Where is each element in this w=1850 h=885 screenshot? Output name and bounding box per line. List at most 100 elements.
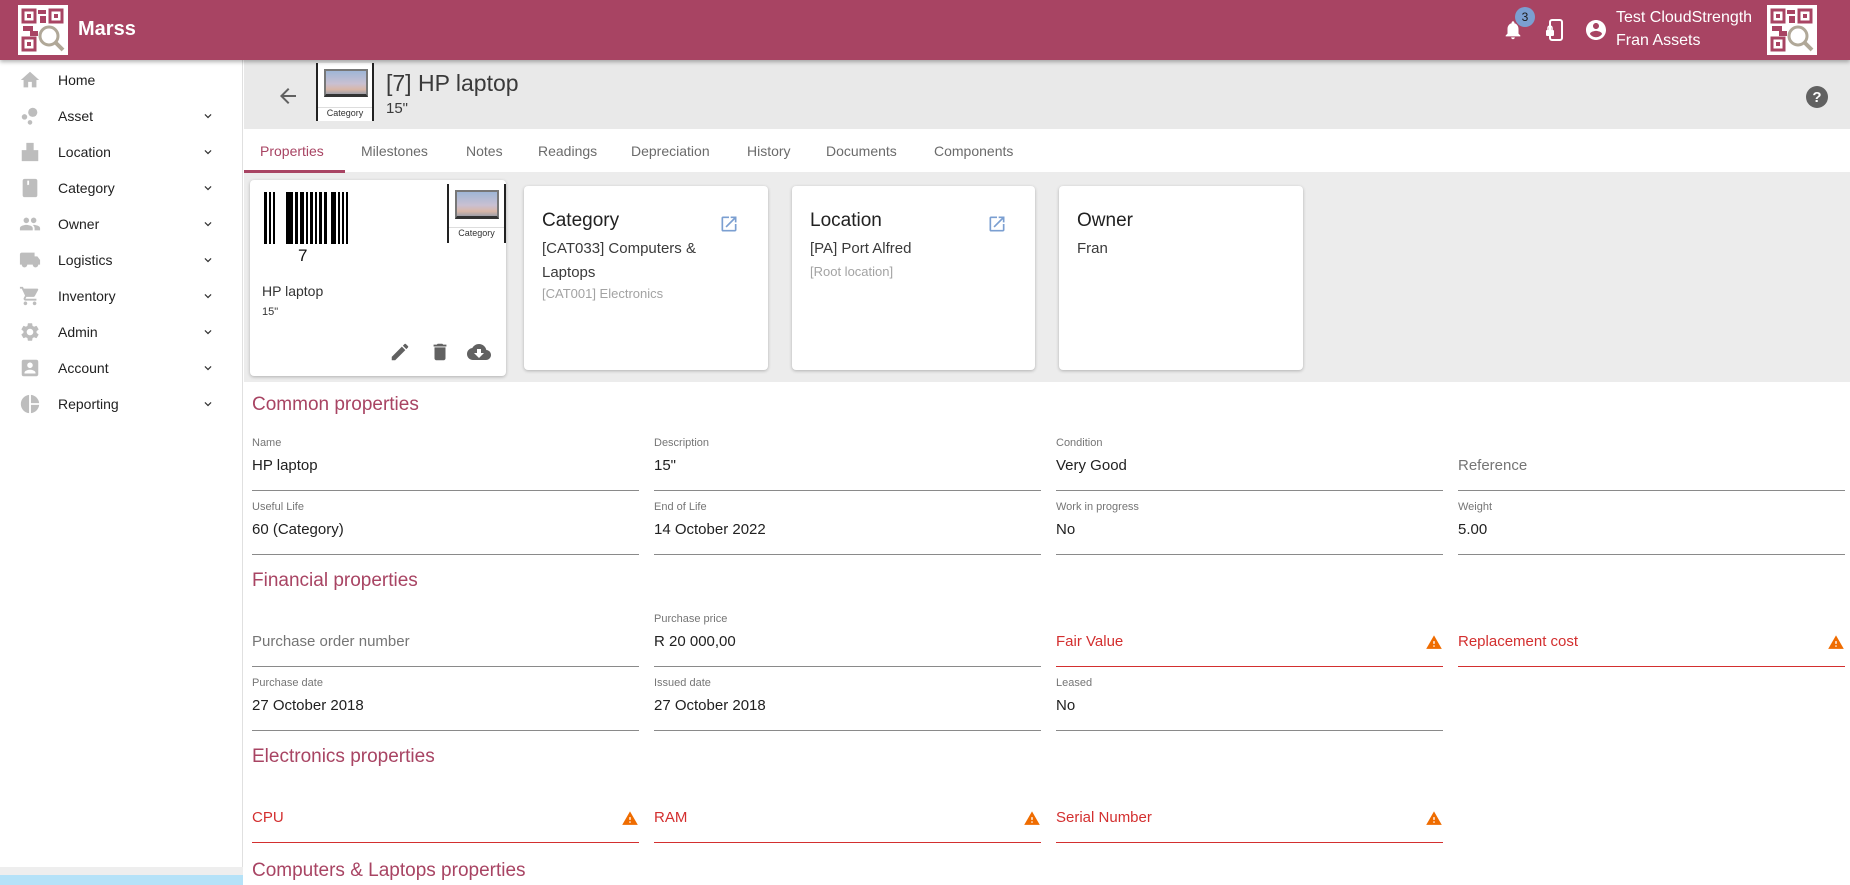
- tab-components[interactable]: Components: [934, 143, 1014, 159]
- sidebar-item-category[interactable]: Category: [0, 170, 242, 206]
- parent-category: [CAT001] Electronics: [542, 286, 664, 301]
- asset-thumbnail[interactable]: Category: [316, 63, 374, 121]
- ram-field[interactable]: RAM: [654, 789, 1041, 843]
- tab-documents[interactable]: Documents: [826, 143, 897, 159]
- parent-location: [Root location]: [810, 264, 894, 279]
- account-circle-icon[interactable]: [1582, 16, 1610, 44]
- sidebar-item-home[interactable]: Home: [0, 62, 242, 98]
- condition-field[interactable]: Condition Very Good: [1056, 437, 1443, 491]
- section-title-common: Common properties: [252, 394, 419, 415]
- field-value: 15": [654, 457, 677, 474]
- section-title-computers-laptops: Computers & Laptops properties: [252, 860, 526, 881]
- name-field[interactable]: Name HP laptop: [252, 437, 639, 491]
- bubbles-icon: [19, 105, 41, 127]
- pie-chart-icon: [19, 393, 41, 415]
- location-card: Location [PA] Port Alfred [Root location…: [792, 186, 1035, 370]
- sidebar-item-owner[interactable]: Owner: [0, 206, 242, 242]
- sidebar-item-label: Asset: [58, 108, 94, 124]
- chevron-down-icon: [204, 222, 212, 227]
- tab-depreciation[interactable]: Depreciation: [631, 143, 710, 159]
- purchase-order-number-field[interactable]: Purchase order number: [252, 613, 639, 667]
- download-button[interactable]: [467, 340, 491, 364]
- cpu-field[interactable]: CPU: [252, 789, 639, 843]
- trash-icon: [433, 343, 447, 361]
- sidebar-item-label: Logistics: [58, 252, 113, 268]
- serial-number-field[interactable]: Serial Number: [1056, 789, 1443, 843]
- category-name-line2: Laptops: [542, 264, 596, 281]
- page-title: [7] HP laptop: [386, 70, 519, 96]
- tab-notes[interactable]: Notes: [466, 143, 503, 159]
- asset-card-name: HP laptop: [262, 283, 324, 299]
- replacement-cost-field[interactable]: Replacement cost: [1458, 613, 1845, 667]
- chevron-down-icon: [204, 330, 212, 335]
- thumbnail-caption: Category: [449, 227, 504, 238]
- top-app-bar: Marss 3 Test CloudStrength Fran Assets: [0, 0, 1850, 60]
- tenant-logo-icon: [1767, 5, 1817, 55]
- tenant-name: Fran Assets: [1616, 32, 1701, 49]
- main-content: Category [7] HP laptop 15" ? Properties …: [244, 60, 1850, 885]
- leased-field[interactable]: Leased No: [1056, 677, 1443, 731]
- owner-name: Fran: [1077, 240, 1108, 257]
- sidebar-item-label: Account: [58, 360, 109, 376]
- field-label: Issued date: [654, 677, 711, 689]
- end-of-life-field[interactable]: End of Life 14 October 2022: [654, 501, 1041, 555]
- tab-milestones[interactable]: Milestones: [361, 143, 428, 159]
- work-in-progress-field[interactable]: Work in progress No: [1056, 501, 1443, 555]
- notifications-bell-icon[interactable]: [1499, 16, 1527, 44]
- field-value: 27 October 2018: [654, 697, 766, 714]
- field-label: Weight: [1458, 501, 1493, 513]
- field-placeholder: Replacement cost: [1458, 633, 1579, 650]
- field-label: Purchase price: [654, 613, 728, 625]
- issued-date-field[interactable]: Issued date 27 October 2018: [654, 677, 1041, 731]
- description-field[interactable]: Description 15": [654, 437, 1041, 491]
- field-placeholder: Purchase order number: [252, 633, 410, 650]
- field-label: Condition: [1056, 437, 1103, 449]
- phone-lock-icon[interactable]: [1541, 16, 1569, 44]
- sidebar-item-asset[interactable]: Asset: [0, 98, 242, 134]
- field-placeholder: RAM: [654, 809, 688, 826]
- sidebar-item-label: Category: [58, 180, 115, 196]
- fair-value-field[interactable]: Fair Value: [1056, 613, 1443, 667]
- sidebar-item-label: Location: [58, 144, 111, 160]
- home-icon: [19, 69, 41, 91]
- open-in-new-icon[interactable]: [719, 214, 739, 234]
- field-value: No: [1056, 521, 1076, 538]
- tab-properties[interactable]: Properties: [260, 143, 324, 159]
- field-value: 60 (Category): [252, 521, 344, 538]
- sidebar-item-reporting[interactable]: Reporting: [0, 386, 242, 422]
- reference-field[interactable]: Reference: [1458, 437, 1845, 491]
- weight-field[interactable]: Weight 5.00: [1458, 501, 1845, 555]
- field-value: 14 October 2022: [654, 521, 766, 538]
- help-icon[interactable]: ?: [1806, 86, 1828, 108]
- sidebar-item-label: Admin: [58, 324, 98, 340]
- building-icon: [19, 141, 41, 163]
- purchase-date-field[interactable]: Purchase date 27 October 2018: [252, 677, 639, 731]
- purchase-price-field[interactable]: Purchase price R 20 000,00: [654, 613, 1041, 667]
- tab-history[interactable]: History: [747, 143, 791, 159]
- back-button[interactable]: [276, 84, 300, 108]
- field-label: Description: [654, 437, 710, 449]
- open-in-new-icon[interactable]: [987, 214, 1007, 234]
- useful-life-field[interactable]: Useful Life 60 (Category): [252, 501, 639, 555]
- sidebar-item-label: Inventory: [58, 288, 116, 304]
- field-value: HP laptop: [252, 457, 318, 474]
- app-title: Marss: [78, 18, 136, 40]
- edit-button[interactable]: [388, 340, 412, 364]
- sidebar-item-admin[interactable]: Admin: [0, 314, 242, 350]
- sidebar-item-inventory[interactable]: Inventory: [0, 278, 242, 314]
- field-label: Purchase date: [252, 677, 323, 689]
- laptop-image: [324, 69, 368, 97]
- notification-count-badge: 3: [1515, 7, 1535, 27]
- chevron-down-icon: [204, 150, 212, 155]
- tab-readings[interactable]: Readings: [538, 143, 598, 159]
- chevron-down-icon: [204, 366, 212, 371]
- user-info[interactable]: Test CloudStrength Fran Assets: [1616, 6, 1752, 52]
- delete-button[interactable]: [428, 340, 452, 364]
- sidebar-item-location[interactable]: Location: [0, 134, 242, 170]
- asset-card-thumbnail[interactable]: Category: [447, 184, 506, 243]
- sidebar-item-logistics[interactable]: Logistics: [0, 242, 242, 278]
- sidebar-item-account[interactable]: Account: [0, 350, 242, 386]
- app-logo-icon[interactable]: [18, 5, 68, 55]
- chevron-down-icon: [204, 294, 212, 299]
- asset-card-description: 15": [262, 306, 279, 318]
